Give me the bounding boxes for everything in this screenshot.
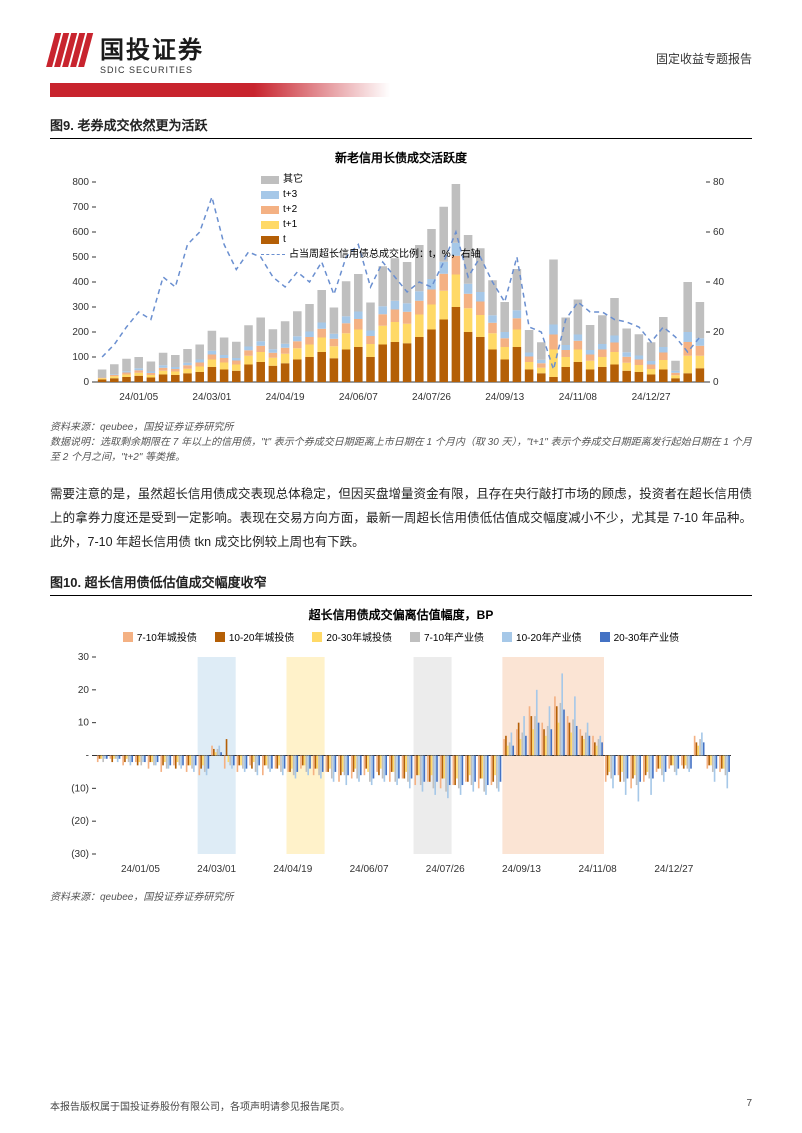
- svg-text:40: 40: [713, 277, 725, 288]
- company-logo: 国投证券 SDIC SECURITIES: [50, 30, 204, 75]
- legend-label-t1: t+1: [283, 217, 297, 232]
- svg-text:10: 10: [78, 718, 90, 729]
- figure10-chart: (30) (20) (10) - 10 20 30 24/01/05 24/03/01 24/04…: [51, 652, 751, 882]
- legend-label-t2: t+2: [283, 202, 297, 217]
- svg-text:-: -: [86, 751, 89, 762]
- svg-text:24/09/13: 24/09/13: [485, 392, 524, 403]
- logo-bars-icon: [45, 33, 95, 72]
- legend-swatch-t1: [261, 221, 279, 229]
- page-header: 国投证券 SDIC SECURITIES 固定收益专题报告: [50, 30, 752, 75]
- legend-swatch-t: [261, 236, 279, 244]
- svg-text:24/07/26: 24/07/26: [426, 864, 465, 875]
- svg-text:24/11/08: 24/11/08: [559, 392, 598, 403]
- figure9-source: 资料来源：qeubee，国投证券证券研究所: [50, 418, 752, 433]
- svg-text:24/07/26: 24/07/26: [412, 392, 451, 403]
- svg-text:24/12/27: 24/12/27: [632, 392, 671, 403]
- svg-text:24/06/07: 24/06/07: [339, 392, 378, 403]
- svg-text:500: 500: [72, 252, 89, 263]
- svg-text:24/01/05: 24/01/05: [119, 392, 158, 403]
- page-number: 7: [746, 1098, 752, 1113]
- svg-text:800: 800: [72, 177, 89, 188]
- page-footer: 本报告版权属于国投证券股份有限公司，各项声明请参见报告尾页。 7: [50, 1098, 752, 1113]
- figure10-svg: (30) (20) (10) - 10 20 30 24/01/05 24/03/01 24/04…: [51, 652, 751, 882]
- svg-text:(20): (20): [71, 816, 89, 827]
- logo-text-cn: 国投证券: [100, 30, 204, 65]
- svg-text:300: 300: [72, 302, 89, 313]
- figure9-legend: 其它 t+3 t+2 t+1 t 占当周超长信用债总成交比例：t，%，右轴: [261, 172, 481, 262]
- legend-item: 20-30年产业债: [600, 629, 680, 644]
- figure10-title: 图10. 超长信用债低估值成交幅度收窄: [50, 572, 752, 596]
- legend-label-other: 其它: [283, 172, 303, 187]
- legend-item: 10-20年产业债: [502, 629, 582, 644]
- svg-text:700: 700: [72, 202, 89, 213]
- svg-text:24/11/08: 24/11/08: [579, 864, 618, 875]
- figure10-source: 资料来源：qeubee，国投证券证券研究所: [50, 888, 752, 903]
- figure9-title: 图9. 老券成交依然更为活跃: [50, 115, 752, 139]
- svg-text:24/03/01: 24/03/01: [197, 864, 236, 875]
- svg-text:24/09/13: 24/09/13: [502, 864, 541, 875]
- legend-item: 7-10年城投债: [123, 629, 197, 644]
- svg-text:24/01/05: 24/01/05: [121, 864, 160, 875]
- logo-text-en: SDIC SECURITIES: [100, 65, 204, 75]
- svg-text:0: 0: [713, 377, 719, 388]
- legend-item: 10-20年城投债: [215, 629, 295, 644]
- legend-swatch-t3: [261, 191, 279, 199]
- svg-text:20: 20: [78, 685, 90, 696]
- figure10-legend: 7-10年城投债 10-20年城投债 20-30年城投债 7-10年产业债 10-20年…: [50, 629, 752, 644]
- svg-text:24/03/01: 24/03/01: [192, 392, 231, 403]
- legend-item: 20-30年城投债: [312, 629, 392, 644]
- legend-label-t3: t+3: [283, 187, 297, 202]
- legend-item: 7-10年产业债: [410, 629, 484, 644]
- legend-label-ratio: 占当周超长信用债总成交比例：t，%，右轴: [289, 247, 481, 262]
- legend-swatch-t2: [261, 206, 279, 214]
- svg-text:600: 600: [72, 227, 89, 238]
- figure9-chart-title: 新老信用长债成交活跃度: [50, 149, 752, 166]
- svg-text:200: 200: [72, 327, 89, 338]
- svg-text:30: 30: [78, 652, 90, 663]
- svg-text:60: 60: [713, 227, 725, 238]
- body-paragraph: 需要注意的是，虽然超长信用债成交表现总体稳定，但因买盘增量资金有限，且存在央行敲…: [50, 483, 752, 554]
- legend-label-t: t: [283, 232, 286, 247]
- svg-text:24/04/19: 24/04/19: [266, 392, 305, 403]
- svg-text:(30): (30): [71, 849, 89, 860]
- svg-text:(10): (10): [71, 784, 89, 795]
- svg-text:20: 20: [713, 327, 725, 338]
- svg-text:24/04/19: 24/04/19: [273, 864, 312, 875]
- footer-disclaimer: 本报告版权属于国投证券股份有限公司，各项声明请参见报告尾页。: [50, 1098, 350, 1113]
- report-category: 固定收益专题报告: [656, 30, 752, 67]
- svg-text:80: 80: [713, 177, 725, 188]
- svg-text:24/06/07: 24/06/07: [350, 864, 389, 875]
- figure10-chart-title: 超长信用债成交偏离估值幅度，BP: [50, 606, 752, 623]
- legend-line-ratio: [261, 254, 285, 255]
- figure9-chart: 其它 t+3 t+2 t+1 t 占当周超长信用债总成交比例：t，%，右轴 0 1…: [51, 172, 751, 412]
- svg-text:100: 100: [72, 352, 89, 363]
- legend-swatch-other: [261, 176, 279, 184]
- svg-text:24/12/27: 24/12/27: [654, 864, 693, 875]
- svg-text:400: 400: [72, 277, 89, 288]
- header-accent-bar: [50, 83, 390, 97]
- figure9-note: 数据说明：选取剩余期限在 7 年以上的信用债，"t" 表示个券成交日期距离上市日…: [50, 435, 752, 465]
- svg-text:0: 0: [83, 377, 89, 388]
